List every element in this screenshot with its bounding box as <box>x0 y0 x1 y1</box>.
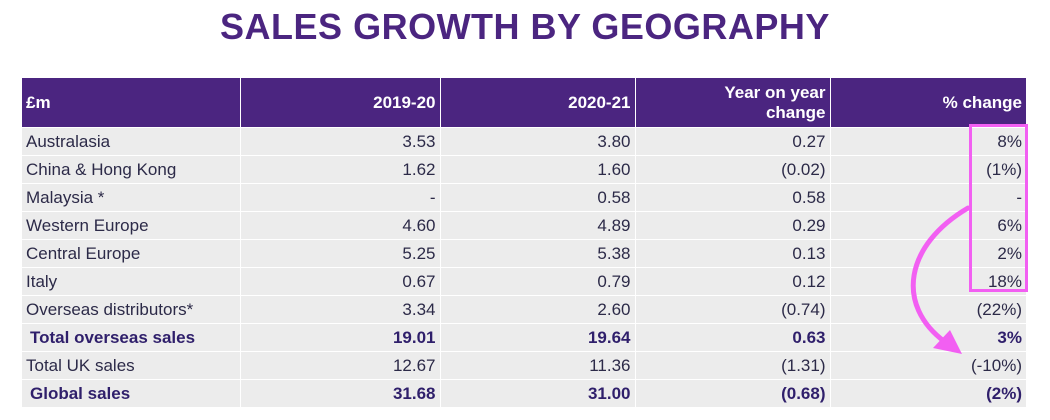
table-row: Overseas distributors* 3.34 2.60 (0.74) (22%… <box>22 295 1026 324</box>
cell-yoy-change: 0.12 <box>635 267 831 296</box>
cell-yoy-change: 0.58 <box>635 183 831 212</box>
cell-2020-21: 2.60 <box>440 295 636 324</box>
cell-2019-20: 3.34 <box>240 295 441 324</box>
cell-2019-20: 5.25 <box>240 239 441 268</box>
cell-2019-20: 4.60 <box>240 211 441 240</box>
header-2020-21: 2020-21 <box>440 78 636 128</box>
cell-yoy-change: 0.27 <box>635 127 831 156</box>
cell-region: Italy <box>22 267 241 296</box>
cell-region: Australasia <box>22 127 241 156</box>
cell-yoy-change: 0.13 <box>635 239 831 268</box>
cell-2019-20: 0.67 <box>240 267 441 296</box>
table-row: Malaysia * -0.58 0.58- <box>22 183 1026 212</box>
table-row: Total UK sales 12.67 11.36 (1.31) (-10%) <box>22 351 1026 380</box>
cell-yoy-change: (0.68) <box>635 379 831 407</box>
cell-region: Malaysia * <box>22 183 241 212</box>
cell-pct-change: (1%) <box>830 155 1026 184</box>
cell-2019-20: 3.53 <box>240 127 441 156</box>
cell-region: Total overseas sales <box>22 323 241 352</box>
cell-2020-21: 0.79 <box>440 267 636 296</box>
cell-2019-20: 12.67 <box>240 351 441 380</box>
cell-pct-change: (22%) <box>830 295 1026 324</box>
sales-table: £m 2019-20 2020-21 Year on year change %… <box>22 78 1026 407</box>
cell-2020-21: 5.38 <box>440 239 636 268</box>
cell-2020-21: 11.36 <box>440 351 636 380</box>
header-yoy-line2: change <box>765 102 826 122</box>
cell-2019-20: 31.68 <box>240 379 441 407</box>
cell-pct-change: (-10%) <box>830 351 1026 380</box>
cell-2019-20: 1.62 <box>240 155 441 184</box>
cell-region: Western Europe <box>22 211 241 240</box>
cell-pct-change: (2%) <box>830 379 1026 407</box>
cell-region: Total UK sales <box>22 351 241 380</box>
cell-yoy-change: (0.02) <box>635 155 831 184</box>
header-yoy-line1: Year on year <box>724 82 826 102</box>
table-row: Central Europe 5.25 5.38 0.13 2% <box>22 239 1026 268</box>
cell-2020-21: 3.80 <box>440 127 636 156</box>
cell-2020-21: 1.60 <box>440 155 636 184</box>
cell-2019-20: 19.01 <box>240 323 441 352</box>
cell-pct-change: 8% <box>830 127 1026 156</box>
cell-region: Global sales <box>22 379 241 407</box>
cell-region: Overseas distributors* <box>22 295 241 324</box>
table-row: Italy 0.67 0.79 0.12 18% <box>22 267 1026 296</box>
cell-yoy-change: 0.29 <box>635 211 831 240</box>
table-row: China & Hong Kong 1.62 1.60 (0.02) (1%) <box>22 155 1026 184</box>
table-row: Global sales 31.68 31.00 (0.68) (2%) <box>22 379 1026 407</box>
header-year-on-year: Year on year change <box>635 78 831 128</box>
cell-region: Central Europe <box>22 239 241 268</box>
cell-2020-21: 31.00 <box>440 379 636 407</box>
cell-pct-change: 3% <box>830 323 1026 352</box>
table-header-row: £m 2019-20 2020-21 Year on year change %… <box>22 78 1026 128</box>
cell-2020-21: 0.58 <box>440 183 636 212</box>
table-row: Australasia 3.53 3.80 0.27 8% <box>22 127 1026 156</box>
header-currency: £m <box>22 78 241 128</box>
header-pct-change: % change <box>830 78 1026 128</box>
cell-2019-20: - <box>240 183 441 212</box>
cell-region: China & Hong Kong <box>22 155 241 184</box>
cell-2020-21: 4.89 <box>440 211 636 240</box>
highlight-box <box>969 124 1028 292</box>
cell-yoy-change: (1.31) <box>635 351 831 380</box>
cell-yoy-change: 0.63 <box>635 323 831 352</box>
header-2019-20: 2019-20 <box>240 78 441 128</box>
cell-2020-21: 19.64 <box>440 323 636 352</box>
cell-yoy-change: (0.74) <box>635 295 831 324</box>
page-title: SALES GROWTH BY GEOGRAPHY <box>220 6 830 47</box>
table-row: Total overseas sales 19.01 19.64 0.63 3% <box>22 323 1026 352</box>
table-row: Western Europe 4.60 4.89 0.29 6% <box>22 211 1026 240</box>
